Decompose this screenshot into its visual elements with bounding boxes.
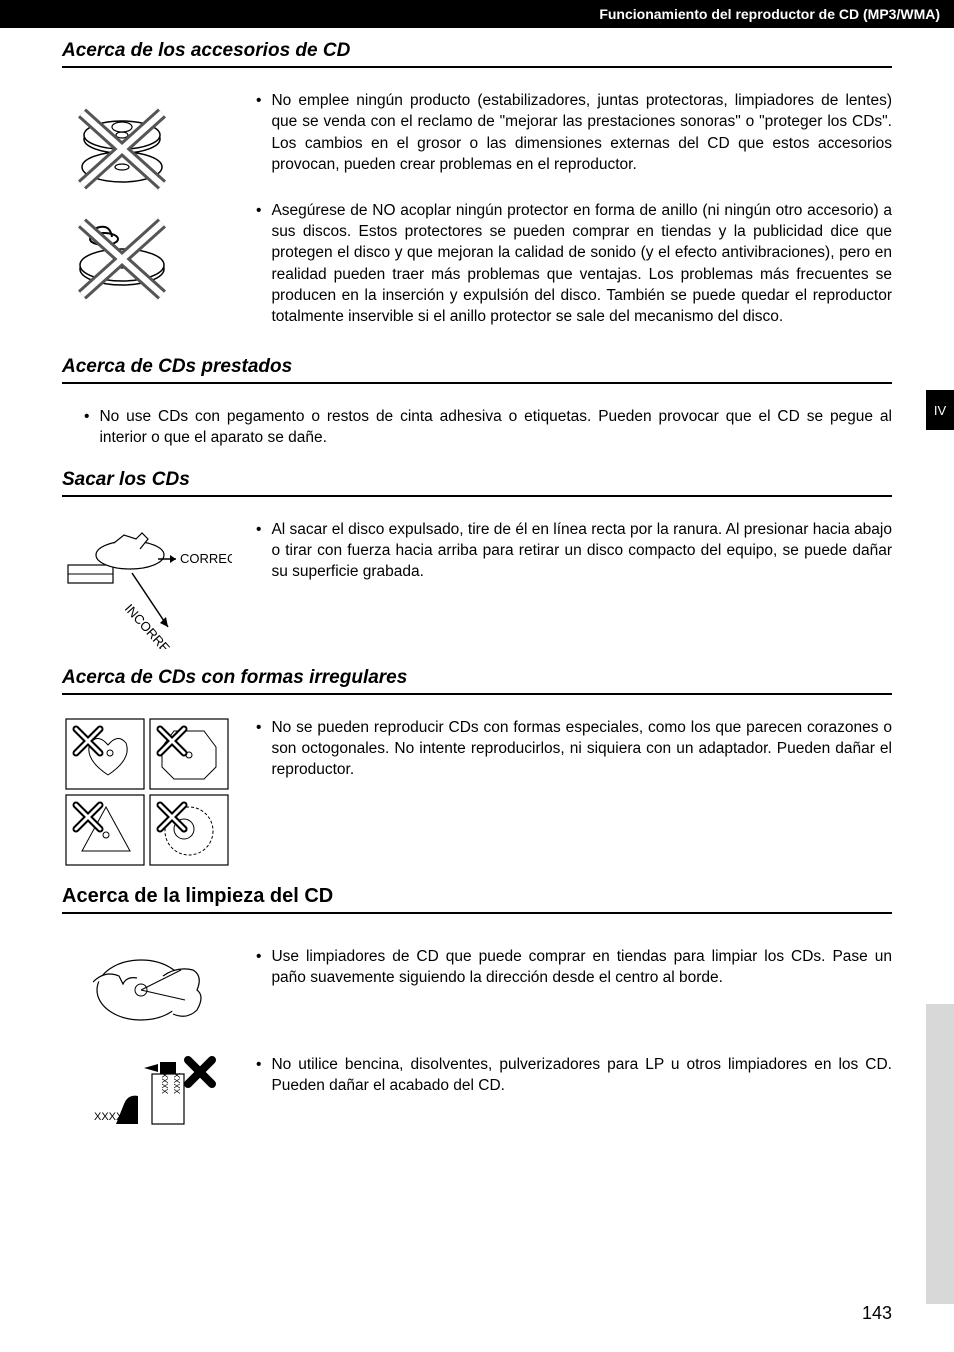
bullet-text: Asegúrese de NO acoplar ningún protector… <box>271 200 892 328</box>
illus-irregulares <box>62 717 232 867</box>
illus-limpieza-hand <box>62 946 232 1036</box>
bullet-text: No utilice bencina, disolventes, pulveri… <box>271 1054 892 1134</box>
side-tab-label: IV <box>934 403 946 418</box>
bullet-dot: • <box>256 519 261 649</box>
incorrecto-label: INCORRECTO <box>122 600 191 648</box>
section-title-prestados: Acerca de CDs prestados <box>62 356 892 384</box>
irregular-cds-icon <box>64 717 230 867</box>
row-accesorios-1: • No emplee ningún producto (estabilizad… <box>62 90 892 328</box>
bullet-text: No emplee ningún producto (estabilizador… <box>271 90 892 176</box>
row-irregulares: • No se pueden reproducir CDs con formas… <box>62 717 892 867</box>
header-title: Funcionamiento del reproductor de CD (MP… <box>599 6 940 22</box>
section-title-irregulares: Acerca de CDs con formas irregulares <box>62 667 892 695</box>
bullet-sacar-0: • Al sacar el disco expulsado, tire de é… <box>256 519 892 649</box>
page-number: 143 <box>862 1303 892 1324</box>
bullet-dot: • <box>256 1054 261 1134</box>
bullet-dot: • <box>256 946 261 1036</box>
bullet-accesorios-1: • Asegúrese de NO acoplar ningún protect… <box>256 200 892 328</box>
bullet-prestados-0: • No use CDs con pegamento o restos de c… <box>84 406 892 449</box>
cd-ring-x-icon <box>62 209 182 319</box>
svg-text:XXXX: XXXX <box>173 1071 182 1093</box>
section-title-sacar: Sacar los CDs <box>62 469 892 497</box>
illus-cd-x-top <box>62 90 232 328</box>
row-limpieza-2: XXXX XXXX XXXX • No utilice bencina, dis… <box>62 1054 892 1134</box>
side-tab-gray <box>926 1004 954 1304</box>
svg-text:XXXX: XXXX <box>161 1071 170 1093</box>
cd-stabilizer-x-icon <box>62 99 182 209</box>
bullet-text: No use CDs con pegamento o restos de cin… <box>99 406 892 449</box>
bullet-limpieza-1: • No utilice bencina, disolventes, pulve… <box>256 1054 892 1134</box>
illus-sacar: CORRECTO INCORRECTO <box>62 519 232 649</box>
clean-cd-hand-icon <box>77 946 217 1036</box>
row-sacar: CORRECTO INCORRECTO • Al sacar el disco … <box>62 519 892 649</box>
section-title-accesorios: Acerca de los accesorios de CD <box>62 40 892 68</box>
bullet-dot: • <box>256 200 261 328</box>
eject-cd-icon: CORRECTO INCORRECTO <box>62 519 232 649</box>
header-bar: Funcionamiento del reproductor de CD (MP… <box>0 0 954 28</box>
side-tab: IV <box>926 390 954 430</box>
bullet-irregulares-0: • No se pueden reproducir CDs con formas… <box>256 717 892 867</box>
correcto-label: CORRECTO <box>180 551 232 566</box>
section-title-limpieza: Acerca de la limpieza del CD <box>62 885 892 914</box>
bullet-limpieza-0: • Use limpiadores de CD que puede compra… <box>256 946 892 1036</box>
bullet-dot: • <box>256 717 261 867</box>
bullet-text: No se pueden reproducir CDs con formas e… <box>271 717 892 867</box>
bullet-dot: • <box>256 90 261 176</box>
bullet-dot: • <box>84 406 89 449</box>
bullet-text: Al sacar el disco expulsado, tire de él … <box>271 519 892 649</box>
bullet-accesorios-0: • No emplee ningún producto (estabilizad… <box>256 90 892 176</box>
no-spray-icon: XXXX XXXX XXXX <box>72 1054 222 1134</box>
illus-limpieza-spray: XXXX XXXX XXXX <box>62 1054 232 1134</box>
row-limpieza-1: • Use limpiadores de CD que puede compra… <box>62 946 892 1036</box>
page-content: Acerca de los accesorios de CD <box>0 40 954 1134</box>
bullet-text: Use limpiadores de CD que puede comprar … <box>271 946 892 1036</box>
